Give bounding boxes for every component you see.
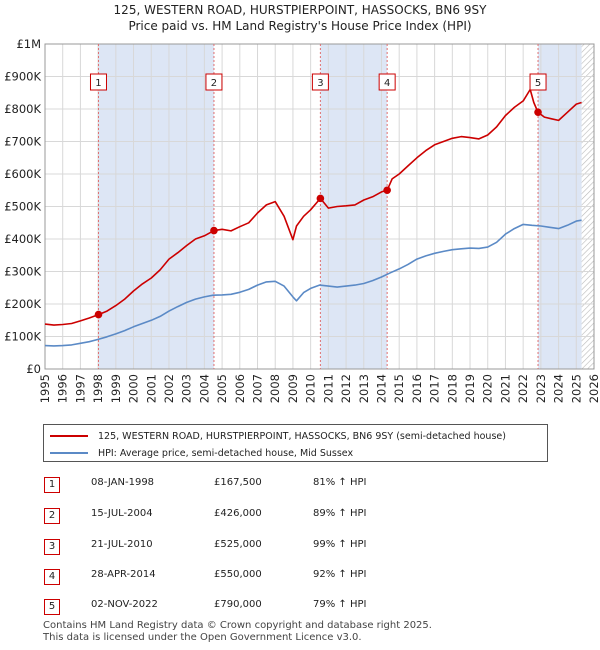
sale-number-box [529,73,547,91]
row-number-badge: 4 [44,569,60,585]
sale-point [210,226,218,235]
sale-number-box [311,73,329,91]
price-chart: £0 £100K £200K £300K £400K £500K £600K £700K £80… [4,37,600,403]
x-tick-label: 1998 [91,374,105,403]
row-price: £167,500 [214,477,262,488]
y-tick-label: £700K [4,135,41,149]
x-tick-label: 1996 [56,374,70,403]
x-tick-label: 2010 [304,374,318,403]
sale-number-box [89,73,107,91]
x-tick-label: 2015 [392,374,406,403]
x-tick-label: 1997 [73,374,87,403]
plot-border [44,43,595,370]
x-tick-label: 2021 [498,374,512,403]
row-price: £525,000 [214,539,262,550]
x-tick-label: 2017 [428,374,442,403]
sale-number-label: 2 [211,78,217,89]
x-tick-label: 2013 [357,374,371,403]
y-tick-label: £1M [16,37,41,51]
x-tick-label: 2000 [127,374,141,403]
legend-hpi-label: HPI: Average price, semi-detached house,… [98,447,354,459]
footer-copyright: Contains HM Land Registry data © Crown c… [43,620,432,631]
sale-number-label: 4 [384,78,390,89]
table-row: 4 28-APR-2014 £550,000 92% ↑ HPI [0,566,600,586]
sale-number-label: 1 [95,78,101,89]
x-tick-label: 1999 [109,374,123,403]
row-date: 08-JAN-1998 [91,477,155,488]
legend-hpi-swatch [50,452,88,454]
row-number-badge: 5 [44,599,60,615]
row-hpi-change: 89% ↑ HPI [313,508,367,519]
chart-address-title: 125, WESTERN ROAD, HURSTPIERPOINT, HASSO… [113,3,487,17]
row-hpi-change: 99% ↑ HPI [313,539,367,550]
sale-number-box [378,73,396,91]
row-hpi-change: 79% ↑ HPI [313,599,367,610]
sale-point [383,186,391,195]
row-number-badge: 2 [44,508,60,524]
table-row: 1 08-JAN-1998 £167,500 81% ↑ HPI [0,474,600,494]
y-tick-label: £200K [4,297,41,311]
row-date: 21-JUL-2010 [91,539,153,550]
x-tick-label: 2014 [374,374,388,403]
x-tick-label: 2024 [552,374,566,403]
y-tick-label: £900K [4,70,41,84]
row-price: £426,000 [214,508,262,519]
price-series-line [44,88,582,326]
x-tick-label: 2006 [233,374,247,403]
footer-notice: Contains HM Land Registry data © Crown c… [43,620,432,644]
sale-point [534,108,542,117]
row-hpi-change: 92% ↑ HPI [313,569,367,580]
x-tick-label: 2018 [445,374,459,403]
x-tick-label: 2007 [251,374,265,403]
x-tick-label: 2002 [162,374,176,403]
x-tick-label: 2008 [268,374,282,403]
x-tick-label: 2019 [463,374,477,403]
x-tick-label: 2004 [197,374,211,403]
legend-item-price: 125, WESTERN ROAD, HURSTPIERPOINT, HASSO… [50,429,506,443]
legend-item-hpi: HPI: Average price, semi-detached house,… [50,446,353,460]
row-date: 15-JUL-2004 [91,508,153,519]
row-number-badge: 1 [44,477,60,493]
x-tick-label: 2011 [321,374,335,403]
x-tick-label: 2012 [339,374,353,403]
sale-point [316,194,325,203]
x-tick-label: 2025 [569,374,583,403]
x-tick-label: 2026 [587,374,600,403]
row-hpi-change: 81% ↑ HPI [313,477,367,488]
row-price: £790,000 [214,599,262,610]
x-tick-label: 2022 [516,374,530,403]
chart-legend: 125, WESTERN ROAD, HURSTPIERPOINT, HASSO… [43,424,548,462]
table-row: 3 21-JUL-2010 £525,000 99% ↑ HPI [0,536,600,556]
sale-number-label: 3 [317,78,323,89]
row-date: 28-APR-2014 [91,569,156,580]
y-tick-label: £300K [4,265,41,279]
y-tick-label: £500K [4,200,41,214]
x-tick-label: 2016 [410,374,424,403]
table-row: 2 15-JUL-2004 £426,000 89% ↑ HPI [0,505,600,525]
sale-number-box [205,73,223,91]
legend-price-label: 125, WESTERN ROAD, HURSTPIERPOINT, HASSO… [98,430,506,442]
y-tick-label: £0 [26,362,41,376]
y-tick-label: £800K [4,102,41,116]
sale-point [94,310,103,319]
x-tick-label: 2001 [144,374,158,403]
row-price: £550,000 [214,569,262,580]
y-tick-label: £100K [4,330,41,344]
x-tick-label: 2005 [215,374,229,403]
footer-licence: This data is licensed under the Open Gov… [43,632,362,643]
chart-subtitle: Price paid vs. HM Land Registry's House … [128,19,472,33]
table-row: 5 02-NOV-2022 £790,000 79% ↑ HPI [0,596,600,616]
legend-price-swatch [50,435,88,437]
y-tick-label: £400K [4,232,41,246]
x-tick-label: 2003 [180,374,194,403]
y-tick-label: £600K [4,167,41,181]
row-number-badge: 3 [44,539,60,555]
x-tick-label: 2023 [534,374,548,403]
x-tick-label: 2020 [481,374,495,403]
sale-number-label: 5 [535,78,541,89]
hpi-series-line [44,219,582,347]
x-tick-label: 1995 [38,374,52,403]
x-tick-label: 2009 [286,374,300,403]
row-date: 02-NOV-2022 [91,599,158,610]
